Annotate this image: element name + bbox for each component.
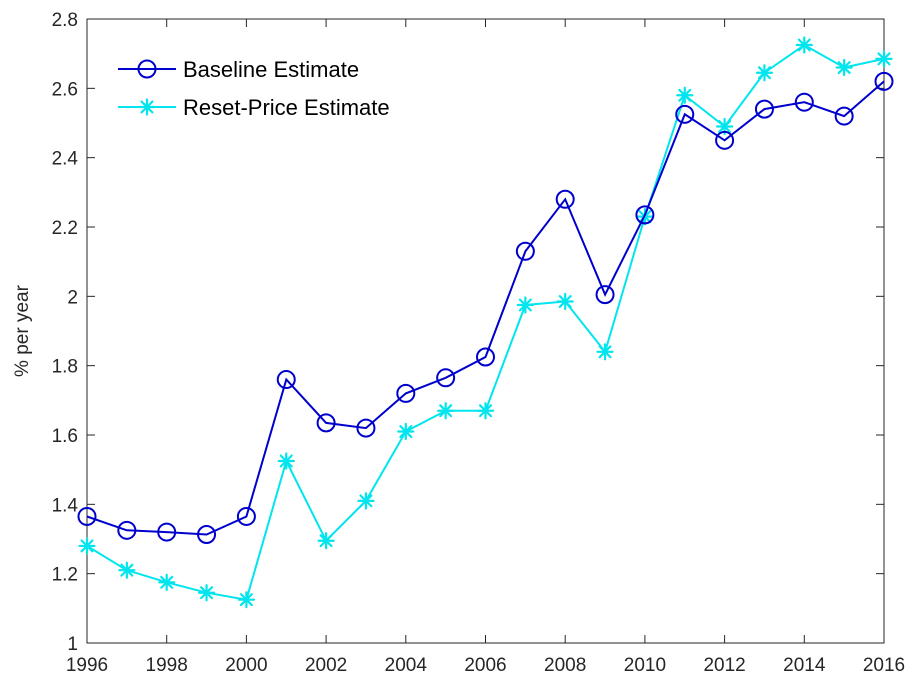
x-tick-label: 2016 xyxy=(863,655,905,676)
data-point xyxy=(277,452,295,470)
y-tick-label: 1.2 xyxy=(52,565,78,586)
legend: Baseline Estimate Reset-Price Estimate xyxy=(118,57,390,120)
data-point xyxy=(436,368,456,388)
legend-marker xyxy=(137,59,157,79)
series-line xyxy=(86,80,885,536)
data-point xyxy=(197,584,216,602)
asterisk-stroke xyxy=(319,534,333,548)
asterisk-stroke xyxy=(439,404,453,418)
data-point xyxy=(197,524,217,544)
data-point xyxy=(317,532,335,550)
data-point xyxy=(675,104,695,124)
data-point xyxy=(795,36,813,54)
asterisk-stroke xyxy=(678,88,692,102)
x-tick-label: 2000 xyxy=(225,655,267,676)
asterisk-stroke xyxy=(399,425,413,439)
y-tick-label: 2.2 xyxy=(52,218,78,239)
x-tick-label: 2008 xyxy=(544,655,586,676)
data-point xyxy=(157,522,177,542)
y-tick-label: 1.4 xyxy=(52,495,79,516)
y-tick-label: 1.8 xyxy=(52,357,78,378)
x-tick-label: 1996 xyxy=(66,655,108,676)
data-point xyxy=(356,418,376,438)
x-tick-label: 2010 xyxy=(624,655,666,676)
data-point xyxy=(158,573,176,591)
asterisk-stroke xyxy=(558,295,572,309)
data-point xyxy=(875,50,893,68)
asterisk-stroke xyxy=(239,593,253,607)
data-point xyxy=(476,347,495,367)
x-tick-label: 2014 xyxy=(783,655,826,676)
data-point xyxy=(754,99,774,119)
asterisk-stroke xyxy=(718,119,732,133)
data-point xyxy=(874,71,894,91)
asterisk-stroke xyxy=(279,454,293,468)
data-point xyxy=(397,422,415,441)
y-tick-label: 2.6 xyxy=(52,79,78,100)
x-tick-label: 2006 xyxy=(464,655,506,676)
series-reset-price-estimate xyxy=(78,36,893,609)
data-point xyxy=(316,413,336,433)
data-point xyxy=(595,285,615,305)
legend-marker xyxy=(138,98,156,116)
plot-area: 1996 1998 2000 2002 2004 2006 2008 2010 2012 2014… xyxy=(52,10,906,676)
data-point xyxy=(515,241,535,261)
data-point xyxy=(78,537,96,555)
asterisk-stroke xyxy=(518,298,532,312)
legend-label: Reset-Price Estimate xyxy=(183,95,390,120)
y-tick-label: 1.6 xyxy=(52,426,78,447)
asterisk-stroke xyxy=(797,38,811,52)
data-point xyxy=(715,130,735,150)
data-point xyxy=(555,189,575,209)
data-point xyxy=(357,492,375,510)
data-point xyxy=(676,86,694,104)
y-axis-label: % per year xyxy=(12,284,33,377)
asterisk-stroke xyxy=(160,575,174,589)
data-point xyxy=(396,383,416,403)
data-point xyxy=(516,296,534,314)
asterisk-stroke xyxy=(80,539,94,553)
x-tick-label: 2012 xyxy=(703,655,745,676)
asterisk-stroke xyxy=(120,563,134,577)
asterisk-stroke xyxy=(757,66,771,80)
legend-label: Baseline Estimate xyxy=(183,57,359,82)
y-tick-label: 2.4 xyxy=(52,149,79,170)
data-point xyxy=(556,292,574,311)
data-point xyxy=(236,506,256,526)
asterisk-stroke xyxy=(359,494,373,508)
series-line xyxy=(86,43,885,601)
y-tick-label: 1 xyxy=(67,634,78,655)
data-point xyxy=(635,205,655,225)
x-tick-label: 1998 xyxy=(146,655,188,676)
series-baseline-estimate xyxy=(77,71,894,544)
x-tick-label: 2004 xyxy=(385,655,428,676)
x-tick-label: 2002 xyxy=(305,655,347,676)
data-point xyxy=(596,343,614,361)
data-point xyxy=(437,402,455,420)
data-point xyxy=(77,506,97,526)
asterisk-stroke xyxy=(598,345,612,359)
asterisk-stroke xyxy=(479,404,492,418)
data-point xyxy=(755,64,774,82)
data-point xyxy=(834,106,854,126)
y-tick-label: 2.8 xyxy=(52,10,78,31)
asterisk-stroke xyxy=(877,52,891,66)
data-point xyxy=(476,402,495,420)
data-point xyxy=(794,92,814,112)
data-point xyxy=(835,58,853,77)
asterisk-stroke xyxy=(140,100,154,114)
data-point xyxy=(117,520,137,540)
data-point xyxy=(276,370,296,390)
asterisk-stroke xyxy=(200,586,214,600)
data-point xyxy=(118,561,136,579)
asterisk-stroke xyxy=(837,61,851,75)
y-tick-label: 2 xyxy=(67,287,78,308)
data-point xyxy=(237,591,255,609)
